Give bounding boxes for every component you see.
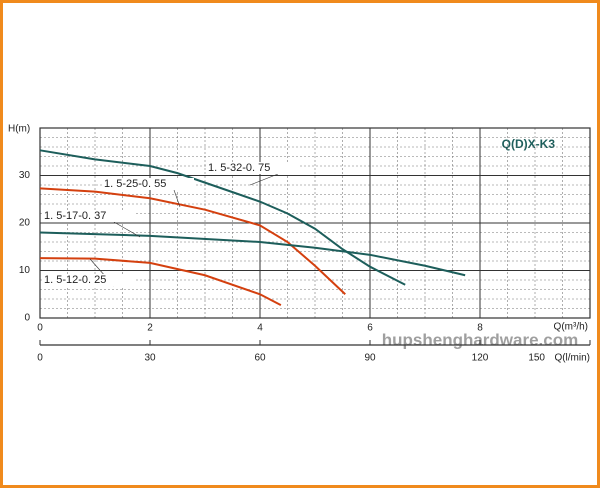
x2-tick-label: 0	[37, 353, 43, 364]
label-bg	[102, 178, 194, 190]
x-tick-label: 8	[477, 323, 483, 334]
x-tick-label: 0	[37, 323, 43, 334]
series-label: 1. 5-25-0. 55	[104, 178, 166, 190]
x2-tick-label: 120	[472, 353, 489, 364]
x2-axis-label: Q(l/min)	[554, 353, 590, 364]
x2-tick-label: 150	[528, 353, 545, 364]
leader-line	[173, 189, 181, 208]
label-bg	[42, 274, 134, 286]
curve	[39, 257, 282, 307]
series-label: 1. 5-17-0. 37	[44, 210, 106, 222]
y-tick-label: 30	[19, 170, 31, 181]
chart-title: Q(D)X-K3	[502, 137, 556, 151]
curve	[39, 231, 466, 277]
y-axis-label: H(m)	[8, 124, 30, 135]
series-label: 1. 5-32-0. 75	[208, 162, 270, 174]
x-tick-label: 2	[147, 323, 153, 334]
x-axis-label: Q(m³/h)	[554, 322, 588, 333]
x2-tick-label: 60	[254, 353, 266, 364]
curve	[39, 187, 346, 295]
x-tick-label: 6	[367, 323, 373, 334]
y-tick-label: 0	[24, 313, 30, 324]
y-tick-label: 10	[19, 265, 31, 276]
series-label: 1. 5-12-0. 25	[44, 274, 106, 286]
y-tick-label: 20	[19, 218, 31, 229]
label-bg	[42, 210, 134, 222]
label-bg	[206, 162, 298, 174]
plot-frame	[39, 127, 591, 319]
leader-line	[249, 173, 279, 186]
x-tick-label: 4	[257, 323, 263, 334]
leader-line	[113, 221, 141, 238]
x2-tick-label: 90	[364, 353, 376, 364]
x2-tick-label: 30	[144, 353, 156, 364]
